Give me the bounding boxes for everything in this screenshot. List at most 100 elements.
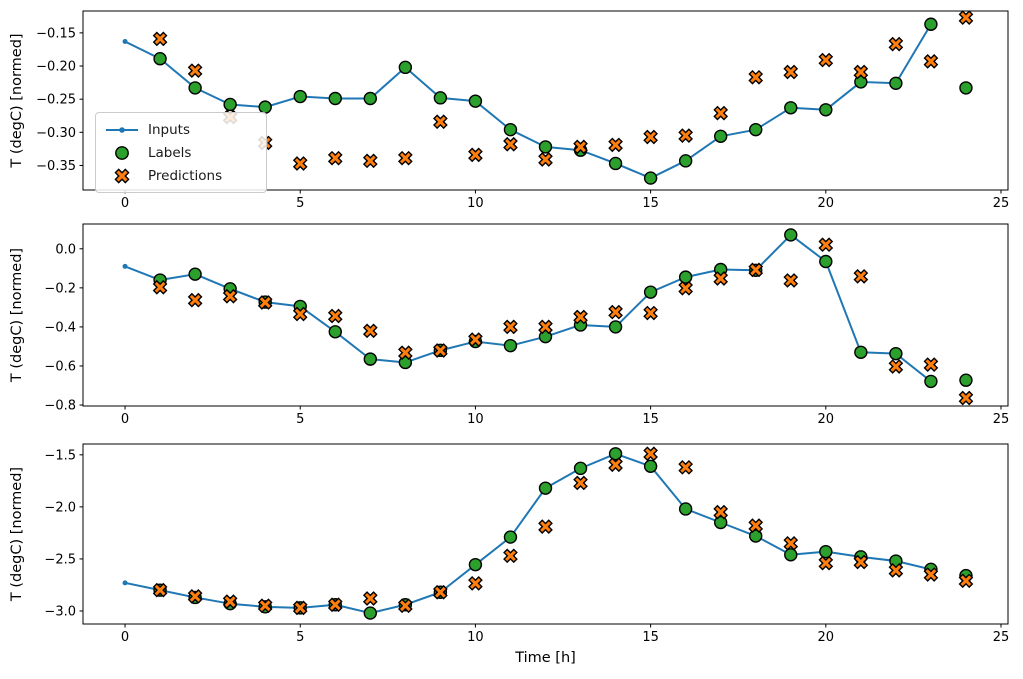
axes-frame-1: [82, 10, 1009, 191]
predictions-x-marker: [468, 576, 483, 591]
predictions-x-marker: [433, 343, 448, 358]
predictions-x-marker: [397, 150, 413, 166]
predictions-x-marker: [818, 237, 834, 253]
x-tick-label: 20: [818, 630, 835, 645]
legend-label-predictions: Predictions: [148, 167, 223, 184]
labels-circle-marker: [643, 171, 658, 185]
predictions-x-marker: [257, 295, 273, 310]
labels-circle-marker: [573, 461, 588, 476]
labels-circle-marker: [398, 60, 413, 75]
labels-circle-marker: [819, 544, 833, 559]
predictions-x-marker: [818, 555, 834, 571]
predictions-x-marker: [678, 128, 694, 143]
y-tick-label: −3.0: [44, 604, 76, 619]
y-tick-label: −2.5: [44, 552, 76, 567]
labels-circle-marker: [713, 515, 728, 530]
predictions-x-marker: [678, 280, 694, 296]
x-tick-label: 20: [818, 412, 835, 427]
y-tick-label: −0.8: [44, 399, 76, 414]
predictions-x-marker: [187, 292, 203, 308]
predictions-x-marker: [152, 279, 168, 295]
predictions-x-marker: [573, 309, 588, 325]
x-axis-label: Time [h]: [514, 650, 576, 666]
predictions-x-marker: [573, 475, 588, 491]
labels-circle-marker: [188, 267, 202, 281]
predictions-x-marker: [362, 591, 378, 606]
y-axis-label-1: T (degC) [normed]: [9, 33, 25, 168]
labels-series-1: [153, 17, 973, 185]
labels-circle-marker: [819, 103, 833, 117]
predictions-x-marker: [643, 446, 658, 462]
axes-frame-3: [82, 443, 1009, 625]
predictions-x-marker: [327, 308, 343, 324]
y-tick-label: −0.4: [44, 320, 76, 335]
y-tick-label: −2.0: [44, 500, 76, 515]
labels-circle-marker: [328, 91, 342, 106]
labels-circle-marker: [854, 345, 868, 359]
labels-circle-marker: [784, 548, 798, 562]
labels-circle-marker: [678, 502, 693, 516]
labels-circle-marker: [153, 52, 167, 66]
predictions-x-marker: [853, 268, 869, 284]
predictions-x-marker: [503, 319, 518, 335]
labels-circle-marker: [889, 76, 903, 90]
x-tick-label: 10: [467, 196, 484, 211]
predictions-x-marker: [503, 136, 518, 152]
y-ticks-1: −0.15 −0.20 −0.25 −0.30 −0.35: [36, 26, 83, 174]
predictions-x-marker: [187, 589, 203, 604]
predictions-x-marker: [923, 567, 939, 582]
labels-circle-marker: [363, 91, 378, 106]
labels-circle-marker: [678, 154, 693, 168]
predictions-x-marker: [362, 323, 378, 339]
x-tick-label: 5: [296, 196, 304, 211]
predictions-x-marker: [608, 457, 623, 473]
predictions-x-marker: [538, 152, 553, 167]
inputs-line: [124, 452, 932, 615]
labels-circle-icon: [104, 144, 140, 162]
predictions-x-marker: [783, 273, 799, 288]
y-tick-label: −0.20: [36, 60, 76, 75]
predictions-x-marker: [257, 598, 273, 614]
predictions-x-marker: [923, 54, 939, 69]
predictions-x-marker: [468, 147, 483, 163]
predictions-x-marker: [853, 554, 869, 570]
labels-circle-marker: [293, 89, 307, 104]
labels-circle-marker: [503, 530, 518, 544]
predictions-x-marker: [818, 52, 834, 68]
legend-label-inputs: Inputs: [148, 121, 190, 138]
labels-circle-marker: [749, 529, 763, 543]
x-tick-label: 15: [642, 412, 659, 427]
predictions-x-marker: [783, 535, 799, 551]
labels-circle-marker: [503, 122, 518, 137]
x-tick-label: 5: [296, 412, 304, 427]
predictions-x-marker: [468, 332, 483, 347]
labels-circle-marker: [328, 325, 342, 339]
labels-circle-marker: [713, 129, 728, 144]
legend-item-labels: Labels: [104, 141, 256, 164]
predictions-x-marker: [433, 584, 448, 600]
predictions-x-marker: [853, 64, 869, 80]
predictions-x-marker: [608, 304, 623, 320]
legend-label-labels: Labels: [148, 144, 192, 161]
x-tick-label: 0: [121, 412, 129, 427]
x-tick-label: 25: [993, 630, 1010, 645]
labels-circle-marker: [784, 228, 798, 242]
predictions-x-icon: [104, 167, 140, 185]
labels-circle-marker: [503, 338, 518, 353]
inputs-dot-marker: [122, 263, 128, 269]
labels-circle-marker: [433, 91, 448, 105]
x-ticks-1: 0 5 10 15 20 25: [121, 190, 1009, 211]
y-ticks-2: 0.0 −0.2 −0.4 −0.6 −0.8: [44, 242, 83, 414]
x-ticks-2: 0 5 10 15 20 25: [121, 406, 1009, 427]
predictions-x-marker: [152, 582, 168, 598]
predictions-x-marker: [888, 359, 904, 374]
labels-circle-marker: [959, 373, 973, 387]
predictions-x-marker: [327, 597, 343, 613]
x-tick-label: 25: [993, 412, 1010, 427]
y-tick-label: −0.25: [36, 93, 76, 108]
labels-circle-marker: [363, 352, 378, 366]
x-tick-label: 10: [467, 630, 484, 645]
predictions-x-marker: [713, 504, 729, 520]
predictions-x-marker: [222, 594, 238, 609]
